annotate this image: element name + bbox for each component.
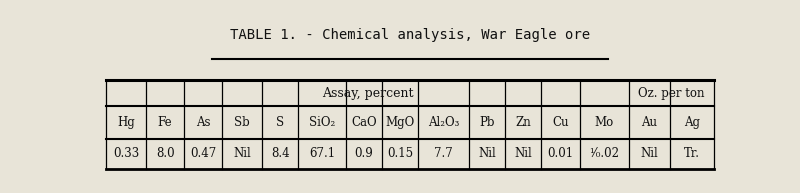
Text: 0.9: 0.9 <box>354 147 373 160</box>
Text: Mo: Mo <box>594 116 614 129</box>
Text: Sb: Sb <box>234 116 250 129</box>
Text: Tr.: Tr. <box>684 147 700 160</box>
Text: Au: Au <box>642 116 658 129</box>
Text: S: S <box>276 116 284 129</box>
Text: Al₂O₃: Al₂O₃ <box>428 116 459 129</box>
Text: 67.1: 67.1 <box>309 147 335 160</box>
Text: CaO: CaO <box>351 116 377 129</box>
Text: Assay, percent: Assay, percent <box>322 86 413 100</box>
Text: 0.15: 0.15 <box>387 147 413 160</box>
Text: Cu: Cu <box>552 116 569 129</box>
Text: Fe: Fe <box>158 116 173 129</box>
Text: Hg: Hg <box>118 116 135 129</box>
Text: ¹⁄₀.02: ¹⁄₀.02 <box>589 147 619 160</box>
Text: 8.0: 8.0 <box>156 147 174 160</box>
Text: Nil: Nil <box>641 147 658 160</box>
Text: Oz. per ton: Oz. per ton <box>638 86 705 100</box>
Text: SiO₂: SiO₂ <box>309 116 335 129</box>
Text: 0.47: 0.47 <box>190 147 216 160</box>
Text: MgO: MgO <box>386 116 414 129</box>
Text: 0.01: 0.01 <box>547 147 574 160</box>
Text: TABLE 1. - Chemical analysis, War Eagle ore: TABLE 1. - Chemical analysis, War Eagle … <box>230 28 590 42</box>
Text: 7.7: 7.7 <box>434 147 453 160</box>
Text: Pb: Pb <box>479 116 495 129</box>
Text: Nil: Nil <box>514 147 532 160</box>
Text: Zn: Zn <box>515 116 531 129</box>
Text: 0.33: 0.33 <box>113 147 139 160</box>
Text: Ag: Ag <box>684 116 700 129</box>
Text: Nil: Nil <box>478 147 496 160</box>
Text: Nil: Nil <box>234 147 251 160</box>
Text: As: As <box>196 116 210 129</box>
Text: 8.4: 8.4 <box>271 147 290 160</box>
